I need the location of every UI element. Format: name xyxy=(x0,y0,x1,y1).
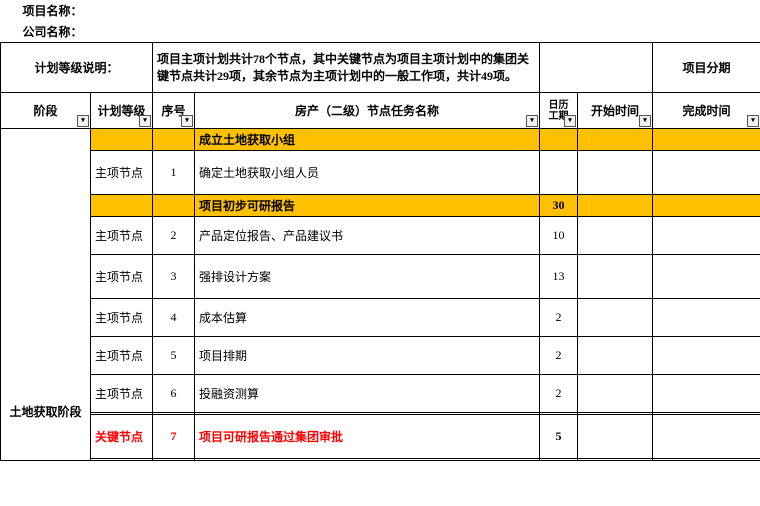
header-end-text: 完成时间 xyxy=(683,104,731,118)
row-level: 主项节点 xyxy=(91,217,153,255)
filter-icon[interactable]: ▾ xyxy=(747,115,759,127)
plan-level-description: 项目主项计划共计78个节点，其中关键节点为项目主项计划中的集团关键节点共计29项… xyxy=(153,43,540,93)
plan-level-label: 计划等级说明： xyxy=(1,43,153,93)
filter-icon[interactable]: ▾ xyxy=(181,115,193,127)
column-header-row: 阶段 ▾ 计划等级 ▾ 序号 ▾ 房产（二级）节点任务名称 ▾ 日历 工期 ▾ … xyxy=(1,93,760,129)
row-task: 成本估算 xyxy=(195,299,540,337)
row-seq: 6 xyxy=(153,375,195,413)
plan-level-row: 计划等级说明： 项目主项计划共计78个节点，其中关键节点为项目主项计划中的集团关… xyxy=(1,43,760,93)
filter-icon[interactable]: ▾ xyxy=(526,115,538,127)
row-duration: 13 xyxy=(540,255,578,299)
header-stage: 阶段 ▾ xyxy=(1,93,91,129)
section-row: 土地获取阶段 成立土地获取小组 xyxy=(1,129,760,151)
row-seq: 4 xyxy=(153,299,195,337)
row-duration: 2 xyxy=(540,375,578,413)
row-level: 主项节点 xyxy=(91,151,153,195)
header-end: 完成时间 ▾ xyxy=(653,93,760,129)
project-name-row: 项目名称： xyxy=(1,0,760,21)
company-name-row: 公司名称： xyxy=(1,21,760,43)
key-row: 关键节点 7 项目可研报告通过集团审批 5 xyxy=(1,415,760,459)
table-row: 主项节点 2 产品定位报告、产品建议书 10 xyxy=(1,217,760,255)
table-row: 主项节点 3 强排设计方案 13 xyxy=(1,255,760,299)
header-duration: 日历 工期 ▾ xyxy=(540,93,578,129)
table-row xyxy=(1,459,760,461)
table-row: 主项节点 1 确定土地获取小组人员 xyxy=(1,151,760,195)
row-seq: 3 xyxy=(153,255,195,299)
company-name-label: 公司名称： xyxy=(19,21,153,43)
phase-split-label: 项目分期 xyxy=(653,43,760,93)
row-level: 主项节点 xyxy=(91,375,153,413)
header-seq: 序号 ▾ xyxy=(153,93,195,129)
spreadsheet-table: 项目名称： 公司名称： 计划等级说明： 项目主项计划共计78个节点，其中关键节点… xyxy=(0,0,760,461)
stage-name-text: 土地获取阶段 xyxy=(9,405,81,419)
row-task: 项目排期 xyxy=(195,337,540,375)
row-duration: 2 xyxy=(540,337,578,375)
row-task: 项目可研报告通过集团审批 xyxy=(195,415,540,459)
row-level: 主项节点 xyxy=(91,299,153,337)
section-task: 成立土地获取小组 xyxy=(195,129,540,151)
row-duration xyxy=(540,151,578,195)
row-duration: 10 xyxy=(540,217,578,255)
filter-icon[interactable]: ▾ xyxy=(639,115,651,127)
row-task: 强排设计方案 xyxy=(195,255,540,299)
row-task: 确定土地获取小组人员 xyxy=(195,151,540,195)
row-duration: 2 xyxy=(540,299,578,337)
row-level: 关键节点 xyxy=(91,415,153,459)
row-level: 主项节点 xyxy=(91,337,153,375)
header-task: 房产（二级）节点任务名称 ▾ xyxy=(195,93,540,129)
header-stage-text: 阶段 xyxy=(33,104,57,118)
row-seq: 7 xyxy=(153,415,195,459)
table-row: 主项节点 5 项目排期 2 xyxy=(1,337,760,375)
stage-cell: 土地获取阶段 xyxy=(1,129,91,461)
row-task: 产品定位报告、产品建议书 xyxy=(195,217,540,255)
section-duration: 30 xyxy=(540,195,578,217)
row-level: 主项节点 xyxy=(91,255,153,299)
table-row: 主项节点 6 投融资测算 2 xyxy=(1,375,760,413)
row-seq: 2 xyxy=(153,217,195,255)
header-dur1: 日历 xyxy=(549,100,569,111)
header-level: 计划等级 ▾ xyxy=(91,93,153,129)
section-duration xyxy=(540,129,578,151)
row-duration: 5 xyxy=(540,415,578,459)
header-start-text: 开始时间 xyxy=(591,104,639,118)
row-seq: 5 xyxy=(153,337,195,375)
section-row: 项目初步可研报告 30 xyxy=(1,195,760,217)
filter-icon[interactable]: ▾ xyxy=(139,115,151,127)
filter-icon[interactable]: ▾ xyxy=(564,115,576,127)
section-task: 项目初步可研报告 xyxy=(195,195,540,217)
filter-icon[interactable]: ▾ xyxy=(77,115,89,127)
project-name-label: 项目名称： xyxy=(19,0,153,21)
row-seq: 1 xyxy=(153,151,195,195)
header-start: 开始时间 ▾ xyxy=(578,93,653,129)
header-task-text: 房产（二级）节点任务名称 xyxy=(295,104,439,118)
table-row: 主项节点 4 成本估算 2 xyxy=(1,299,760,337)
row-task: 投融资测算 xyxy=(195,375,540,413)
